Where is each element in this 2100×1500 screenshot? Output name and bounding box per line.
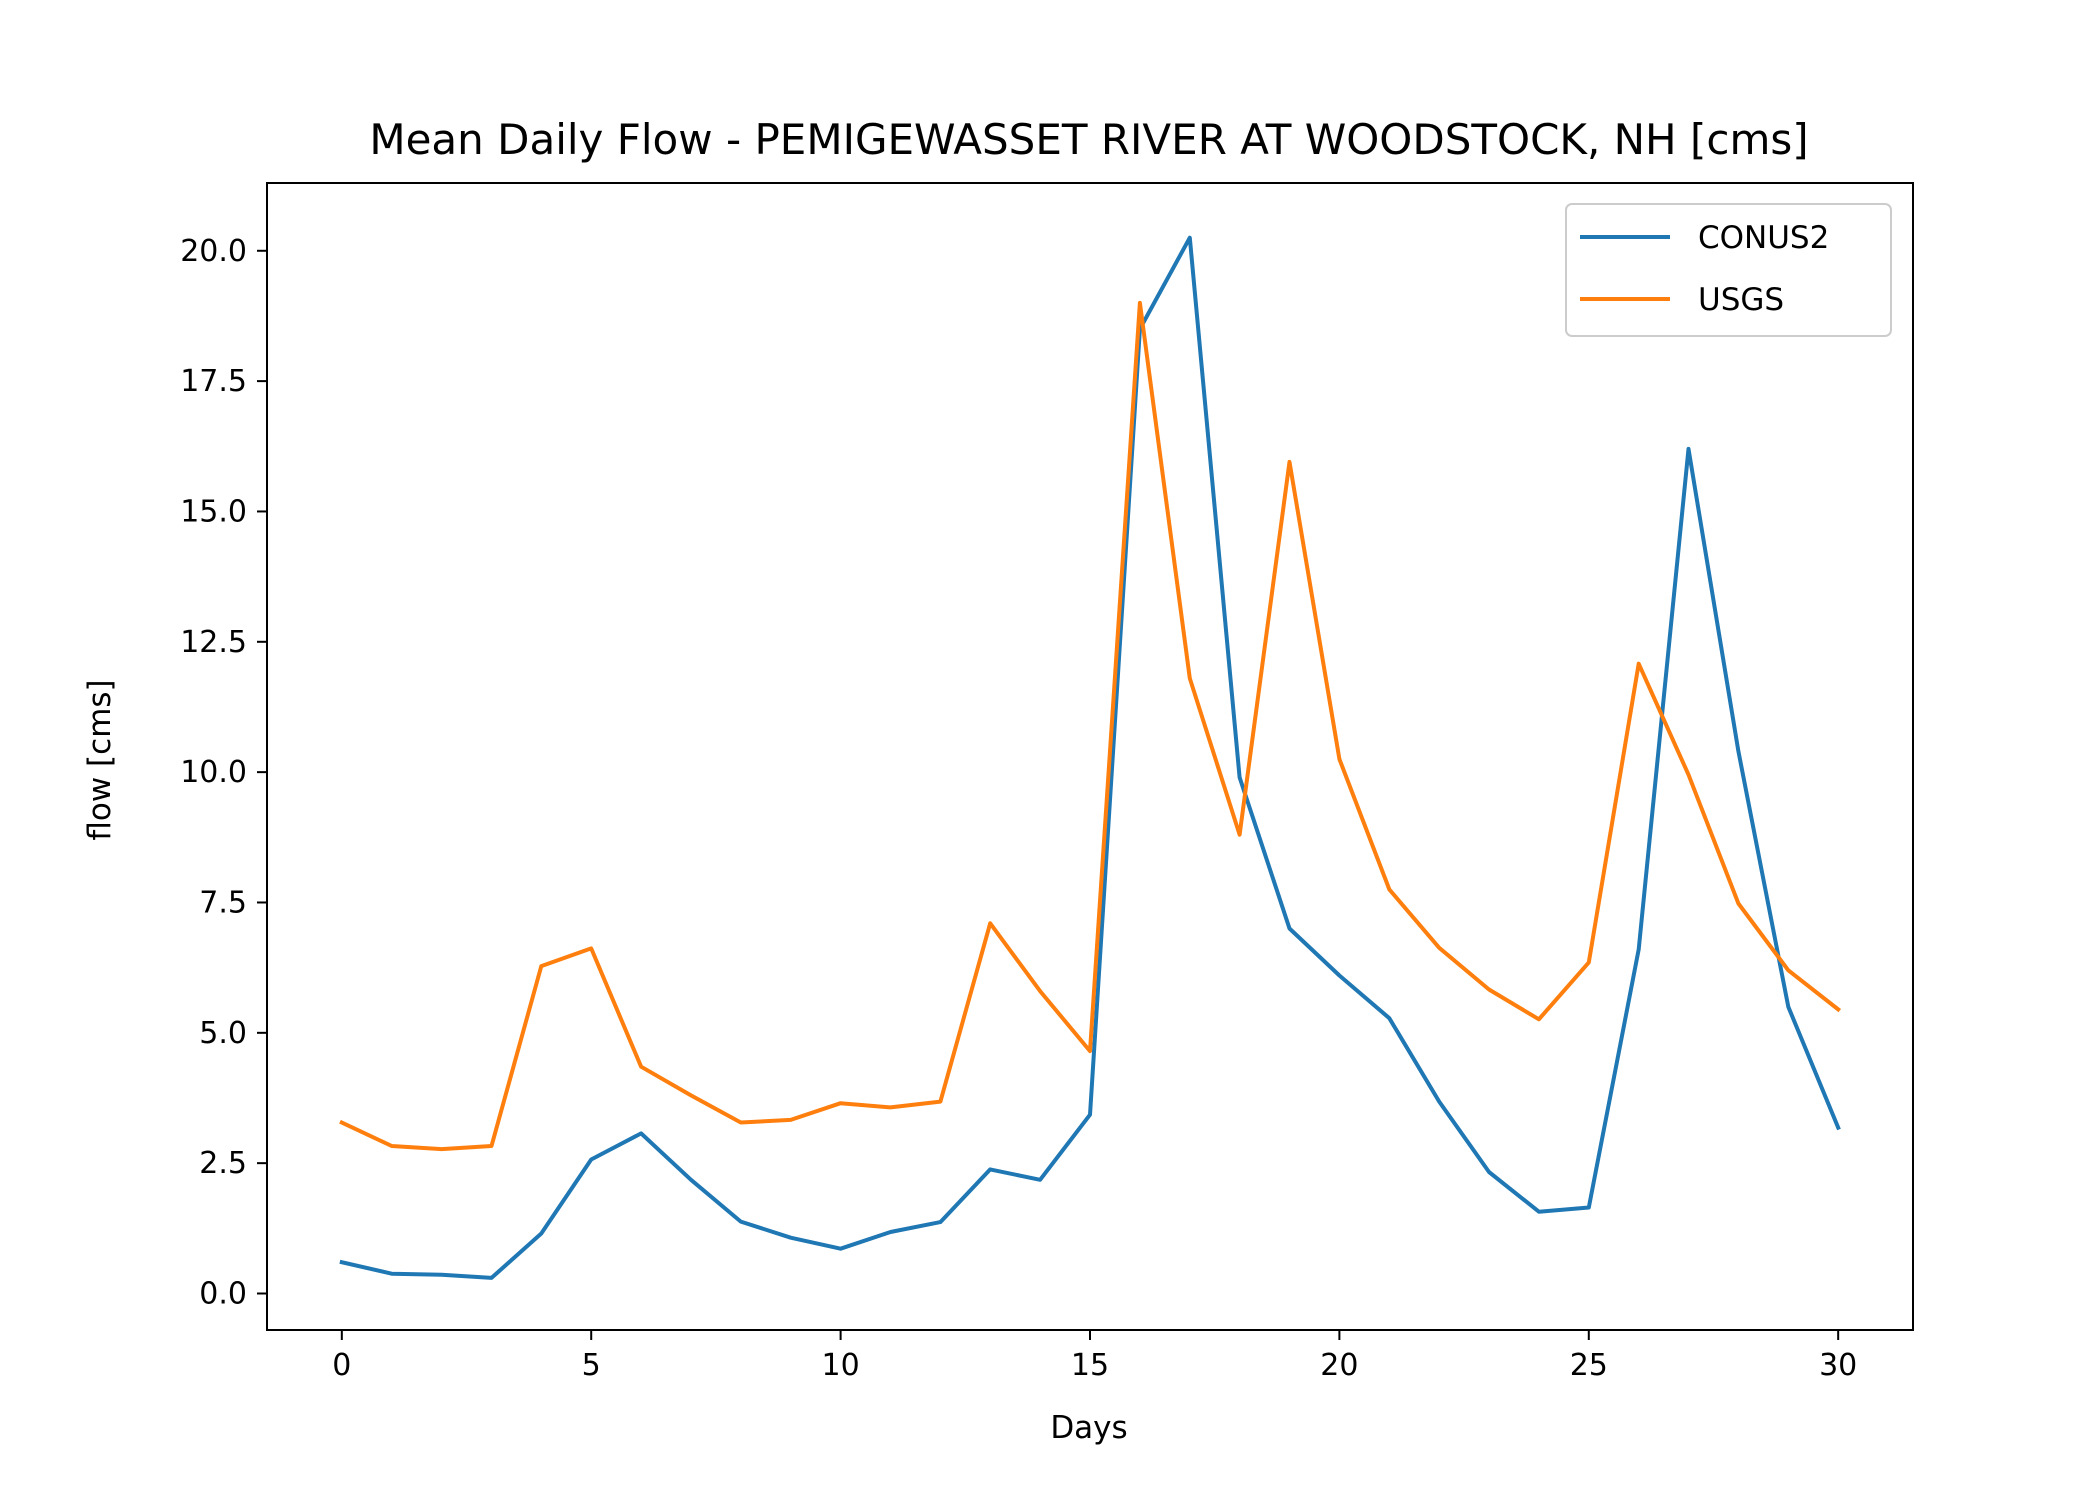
y-tick-label: 2.5 (199, 1146, 247, 1181)
x-tick-label: 25 (1570, 1348, 1608, 1383)
x-tick-label: 5 (582, 1348, 601, 1383)
legend-label-usgs: USGS (1698, 282, 1784, 318)
x-tick-label: 0 (332, 1348, 351, 1383)
plot-area: 0 5 10 15 20 25 30 0.0 2.5 5.0 7.5 10.0 12.5 15.0 17.5… (180, 182, 1914, 1383)
x-axis-label: Days (1050, 1410, 1127, 1446)
y-tick-label: 12.5 (180, 625, 247, 660)
x-tick-label: 30 (1819, 1348, 1857, 1383)
y-tick-label: 5.0 (199, 1016, 247, 1051)
y-tick-label: 0.0 (199, 1277, 247, 1312)
y-tick-label: 17.5 (180, 364, 247, 399)
x-tick-label: 10 (822, 1348, 860, 1383)
legend-label-conus2: CONUS2 (1698, 220, 1829, 256)
series-line-conus2 (339, 235, 1841, 1280)
chart-title: Mean Daily Flow - PEMIGEWASSET RIVER AT … (369, 115, 1808, 164)
y-tick-label: 15.0 (180, 494, 247, 529)
x-tick-label: 20 (1320, 1348, 1358, 1383)
x-tick-label: 15 (1071, 1348, 1109, 1383)
y-tick-label: 20.0 (180, 234, 247, 269)
y-tick-label: 7.5 (199, 885, 247, 920)
y-axis-label: flow [cms] (82, 679, 118, 840)
y-tick-label: 10.0 (180, 755, 247, 790)
series-line-usgs (339, 300, 1842, 1152)
legend: CONUS2 USGS (1565, 203, 1892, 337)
